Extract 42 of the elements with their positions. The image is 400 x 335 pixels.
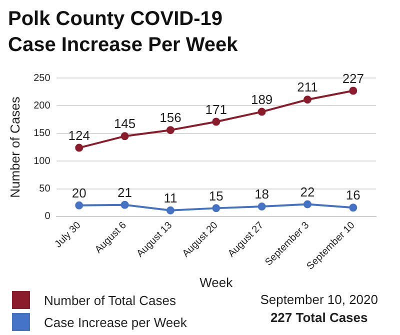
point <box>166 126 174 134</box>
data-label: 145 <box>114 116 136 132</box>
data-label: 22 <box>300 184 315 200</box>
point <box>166 206 174 214</box>
text: September 10, 2020 <box>260 292 378 309</box>
y-tick-label: 50 <box>39 184 51 195</box>
data-label: 16 <box>346 188 360 203</box>
data-label: 156 <box>160 110 182 126</box>
point <box>258 108 266 116</box>
data-label: 124 <box>68 128 90 143</box>
data-label: 18 <box>254 186 270 202</box>
point <box>75 144 84 152</box>
data-label: 171 <box>205 102 227 117</box>
text: 227 Total Cases <box>269 310 369 327</box>
data-label: 20 <box>72 185 86 200</box>
point <box>75 201 84 210</box>
legend-label: Number of Total Cases <box>44 292 176 308</box>
legend-label: Case Increase per Week <box>44 314 187 330</box>
y-tick-label: 150 <box>34 128 51 140</box>
point <box>303 96 312 104</box>
y-axis-title: Number of Cases <box>7 96 22 198</box>
x-axis-title: Week <box>200 274 234 290</box>
x-tick-label: July 30 <box>53 220 84 250</box>
data-label: 211 <box>297 80 318 95</box>
point <box>212 204 220 212</box>
y-tick-label: 0 <box>44 211 51 222</box>
data-label: 11 <box>164 190 178 206</box>
point <box>303 200 312 208</box>
y-tick-label: 100 <box>34 156 51 167</box>
data-label: 189 <box>250 92 273 107</box>
y-tick-label: 250 <box>34 72 51 84</box>
chart-title: Polk County COVID-19 Case Increase Per Week <box>8 7 239 58</box>
point <box>212 118 220 126</box>
point <box>258 202 266 211</box>
point <box>349 204 358 212</box>
y-tick-label: 200 <box>34 100 51 112</box>
point <box>120 200 129 209</box>
data-label: 15 <box>208 188 224 204</box>
point <box>349 86 358 95</box>
data-label: 21 <box>118 184 132 200</box>
data-label: 227 <box>342 70 364 86</box>
point <box>120 132 129 140</box>
